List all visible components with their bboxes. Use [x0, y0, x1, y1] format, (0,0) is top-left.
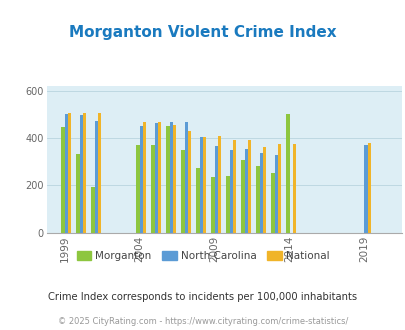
- Bar: [199, 137, 202, 233]
- Bar: [64, 114, 68, 233]
- Bar: [202, 137, 206, 233]
- Bar: [247, 140, 251, 233]
- Bar: [98, 113, 101, 233]
- Bar: [211, 177, 214, 233]
- Bar: [94, 121, 98, 233]
- Bar: [154, 123, 158, 233]
- Bar: [61, 127, 64, 233]
- Bar: [151, 145, 154, 233]
- Bar: [232, 140, 236, 233]
- Bar: [91, 187, 94, 233]
- Bar: [274, 155, 277, 233]
- Bar: [184, 122, 188, 233]
- Bar: [79, 115, 83, 233]
- Bar: [181, 149, 184, 233]
- Legend: Morganton, North Carolina, National: Morganton, North Carolina, National: [72, 247, 333, 265]
- Bar: [188, 131, 191, 233]
- Bar: [286, 114, 289, 233]
- Bar: [241, 160, 244, 233]
- Bar: [292, 144, 295, 233]
- Bar: [139, 126, 143, 233]
- Bar: [217, 136, 221, 233]
- Bar: [158, 121, 161, 233]
- Bar: [367, 143, 370, 233]
- Bar: [277, 144, 280, 233]
- Bar: [83, 113, 86, 233]
- Bar: [169, 122, 173, 233]
- Bar: [226, 176, 229, 233]
- Bar: [68, 113, 71, 233]
- Bar: [259, 153, 262, 233]
- Bar: [166, 126, 169, 233]
- Bar: [262, 147, 266, 233]
- Bar: [229, 150, 232, 233]
- Bar: [173, 125, 176, 233]
- Text: © 2025 CityRating.com - https://www.cityrating.com/crime-statistics/: © 2025 CityRating.com - https://www.city…: [58, 317, 347, 326]
- Bar: [196, 168, 199, 233]
- Bar: [256, 166, 259, 233]
- Bar: [271, 173, 274, 233]
- Bar: [214, 146, 217, 233]
- Text: Crime Index corresponds to incidents per 100,000 inhabitants: Crime Index corresponds to incidents per…: [48, 292, 357, 302]
- Bar: [244, 148, 247, 233]
- Bar: [143, 122, 146, 233]
- Bar: [76, 154, 79, 233]
- Text: Morganton Violent Crime Index: Morganton Violent Crime Index: [69, 25, 336, 41]
- Bar: [364, 145, 367, 233]
- Bar: [136, 145, 139, 233]
